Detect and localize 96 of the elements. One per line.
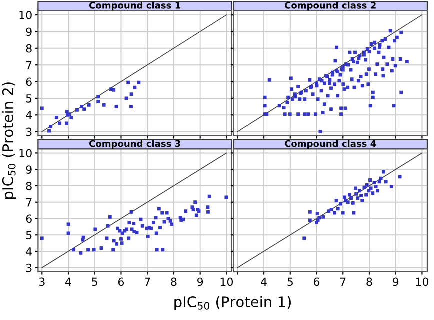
point: [82, 108, 86, 112]
y-tick-label: 4: [26, 248, 32, 256]
point: [87, 103, 91, 107]
y-tick-label: 7: [26, 198, 32, 207]
point: [348, 193, 352, 197]
point: [384, 180, 388, 184]
point: [54, 116, 58, 120]
point: [322, 215, 326, 219]
point: [372, 181, 376, 184]
y-tick-label: 6: [26, 78, 32, 86]
chart-title: Compound class 1: [90, 2, 180, 11]
point: [382, 170, 386, 174]
point: [48, 129, 51, 133]
x-tick-label: 9: [198, 278, 204, 286]
x-tick-label: 7: [340, 278, 346, 286]
x-tick-label: 5: [92, 278, 98, 286]
x-tick-label: 3: [39, 278, 45, 286]
point: [114, 105, 118, 109]
x-tick-label: 8: [366, 278, 372, 286]
y-tick-label: 10: [20, 149, 32, 158]
point: [351, 201, 355, 205]
point: [133, 86, 137, 90]
point: [308, 218, 312, 222]
point: [376, 189, 380, 193]
point: [318, 216, 322, 220]
y-tick-label: 10: [20, 11, 32, 20]
point: [398, 175, 402, 179]
x-tick-label: 8: [171, 278, 177, 286]
chart-title: Compound class 3: [90, 140, 180, 149]
point: [339, 202, 342, 206]
point: [390, 185, 394, 189]
point: [137, 80, 141, 84]
point: [336, 207, 340, 211]
point: [70, 116, 74, 120]
point: [327, 210, 331, 214]
chart-title: Compound class 4: [285, 140, 376, 149]
point: [346, 200, 350, 204]
point: [308, 210, 312, 214]
point: [352, 211, 356, 215]
point: [40, 106, 44, 110]
x-tick-label: 6: [314, 278, 320, 286]
point: [356, 196, 360, 200]
point: [102, 103, 106, 107]
point: [354, 186, 358, 190]
x-tick-label: 4: [66, 278, 72, 286]
x-tick-label: 10: [416, 278, 429, 286]
point: [49, 125, 53, 129]
point: [341, 211, 345, 215]
point: [126, 80, 130, 84]
x-tick-label: 9: [393, 278, 399, 286]
y-axis-title: pIC$_{50}$ (Protein 2): [2, 82, 16, 199]
point: [365, 183, 369, 187]
y-tick-label: 7: [26, 61, 32, 70]
y-tick-label: 8: [26, 44, 32, 53]
point: [350, 196, 353, 200]
point: [96, 100, 100, 104]
point: [343, 196, 346, 200]
point: [371, 192, 375, 196]
x-tick-label: 6: [118, 278, 124, 286]
point: [302, 236, 306, 240]
y-tick-label: 5: [26, 231, 32, 240]
point: [130, 105, 133, 109]
y-tick-label: 3: [26, 264, 32, 272]
x-tick-label: 5: [288, 278, 293, 286]
point: [64, 122, 68, 126]
point: [58, 122, 62, 126]
y-tick-label: 9: [26, 166, 32, 174]
point: [112, 88, 116, 92]
x-axis-title: pIC$_{50}$ (Protein 1): [174, 296, 291, 310]
point: [130, 92, 134, 96]
point: [364, 193, 368, 197]
point: [368, 178, 372, 182]
point: [360, 194, 364, 198]
y-tick-label: 8: [26, 182, 32, 190]
point: [332, 211, 336, 215]
x-tick-label: 10: [220, 278, 234, 286]
y-tick-label: 6: [26, 214, 32, 224]
point: [358, 189, 362, 193]
chart-title: Compound class 2: [285, 2, 376, 11]
point: [379, 176, 383, 180]
y-tick-label: 4: [26, 111, 32, 120]
point: [369, 186, 373, 190]
y-tick-label: 3: [26, 128, 32, 136]
point: [354, 192, 358, 196]
x-tick-label: 7: [144, 278, 150, 286]
point: [80, 105, 84, 109]
point: [316, 212, 320, 216]
point: [374, 185, 378, 189]
y-tick-label: 9: [26, 28, 32, 36]
point: [334, 199, 338, 202]
x-tick-label: 4: [261, 278, 267, 286]
point: [360, 199, 364, 202]
point: [96, 95, 100, 98]
y-tick-label: 5: [26, 94, 32, 103]
point: [76, 108, 79, 112]
point: [330, 208, 334, 212]
